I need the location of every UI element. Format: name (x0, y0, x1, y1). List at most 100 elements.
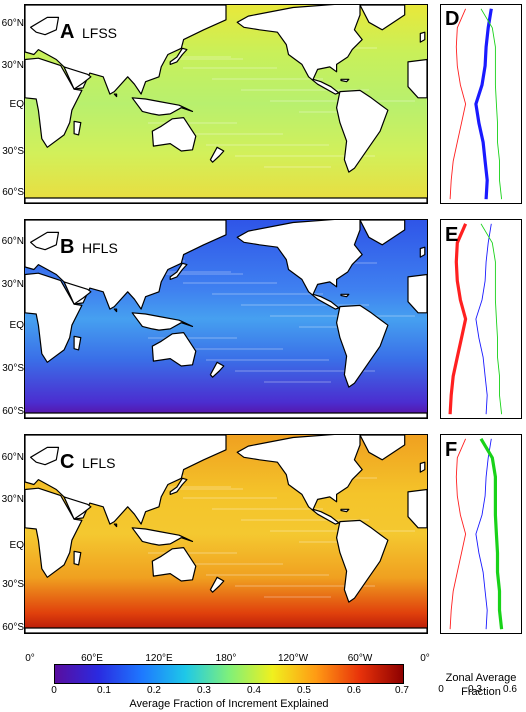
lat-tick: EQ (9, 540, 24, 551)
continent-west-africa (407, 58, 427, 99)
continent-europe-north (29, 446, 60, 466)
lat-tick: 60°N (1, 452, 24, 463)
colorbar-gradient (54, 664, 404, 684)
continent-west-africa (407, 488, 427, 529)
lat-tick: 60°N (1, 18, 24, 29)
field-streak (183, 67, 277, 69)
map-panel-hfls (24, 219, 428, 419)
continent-caribbean (340, 78, 350, 83)
continent-antarctica (25, 412, 427, 418)
field-streak (177, 133, 283, 135)
continent-australia (151, 546, 197, 582)
panel-name-lfss: LFSS (82, 25, 118, 41)
map-panel-lfls (24, 434, 428, 634)
field-streak (206, 359, 329, 361)
continent-west-africa (407, 273, 427, 314)
lon-tick: 60°W (347, 653, 373, 664)
field-streak (177, 348, 283, 350)
field-streak (299, 326, 371, 328)
field-streak (142, 488, 243, 490)
field-streak (183, 282, 277, 284)
continent-arabia-wedge (63, 496, 92, 520)
field-streak (235, 370, 375, 372)
continent-africa (25, 272, 83, 363)
panel-letter-c: C (60, 451, 75, 473)
lat-tick: EQ (9, 99, 24, 110)
colorbar (54, 664, 404, 684)
field-streak (212, 508, 323, 510)
lat-tick: 60°S (2, 187, 24, 198)
lat-tick: 30°S (2, 579, 24, 590)
zonal-line-lfls (480, 223, 503, 415)
lon-tick: 0° (25, 653, 35, 664)
field-streak (235, 155, 375, 157)
zonal-line-lfls (479, 437, 504, 630)
panel-name-lfls: LFLS (82, 455, 116, 471)
continent-greenland (359, 5, 406, 31)
colorbar-label: Average Fraction of Increment Explained (129, 698, 329, 710)
colorbar-tick: 0.4 (247, 685, 261, 696)
field-streak (241, 89, 369, 91)
continent-uk (419, 246, 426, 258)
continent-europe-north (29, 231, 60, 251)
field-streak (264, 381, 331, 383)
continent-indonesia (131, 97, 194, 116)
field-streak (148, 122, 237, 124)
continent-south-america (336, 519, 389, 603)
field-streak (299, 541, 371, 543)
panel-letter-a: A (60, 21, 75, 43)
lat-tick: 60°N (1, 236, 24, 247)
field-streak (212, 293, 323, 295)
lat-tick: 30°N (1, 494, 24, 505)
field-streak (241, 519, 369, 521)
continent-madagascar (73, 335, 82, 351)
field-streak (235, 585, 375, 587)
zonal-x-tick: 0 (438, 684, 444, 695)
colorbar-tick: 0.1 (97, 685, 111, 696)
lat-tick: 30°N (1, 60, 24, 71)
continent-indonesia (131, 527, 194, 546)
lon-tick: 120°E (145, 653, 173, 664)
continent-japan (169, 47, 188, 66)
lon-tick: 60°E (81, 653, 103, 664)
field-streak (299, 111, 371, 113)
continent-north-america (236, 435, 363, 525)
continent-africa (25, 57, 83, 148)
field-streak (206, 144, 329, 146)
continent-arabia-wedge (63, 66, 92, 90)
zonal-line-lfss (475, 438, 492, 630)
zonal-line-hfls (448, 223, 468, 415)
field-streak (148, 337, 237, 339)
continent-india-sri (113, 308, 118, 313)
continent-australia (151, 331, 197, 367)
lat-tick: 30°S (2, 363, 24, 374)
field-streak (183, 497, 277, 499)
lat-tick: 60°S (2, 406, 24, 417)
panel-name-hfls: HFLS (82, 240, 118, 256)
continent-new-zealand (209, 361, 225, 378)
continent-europe-north (29, 16, 60, 36)
continent-north-america (236, 5, 363, 95)
lat-tick: EQ (9, 320, 24, 331)
continent-caribbean (340, 508, 350, 513)
field-streak (241, 304, 369, 306)
lat-tick: 30°S (2, 146, 24, 157)
continent-japan (169, 477, 188, 496)
continent-north-america (236, 220, 363, 310)
zonal-plot-d (449, 8, 503, 200)
colorbar-tick: 0 (51, 685, 57, 696)
zonal-x-tick: 0.6 (503, 684, 517, 695)
continent-madagascar (73, 120, 82, 136)
field-streak (148, 552, 237, 554)
continent-madagascar (73, 550, 82, 566)
field-streak (154, 271, 231, 273)
field-streak (264, 166, 331, 168)
colorbar-tick: 0.7 (395, 685, 409, 696)
zonal-line-lfss (475, 223, 492, 415)
continent-antarctica (25, 627, 427, 633)
zonal-x-tick: 0.3 (468, 684, 482, 695)
field-streak (154, 56, 231, 58)
field-streak (154, 486, 231, 488)
continent-indonesia (131, 312, 194, 331)
map-panel-lfss (24, 4, 428, 204)
